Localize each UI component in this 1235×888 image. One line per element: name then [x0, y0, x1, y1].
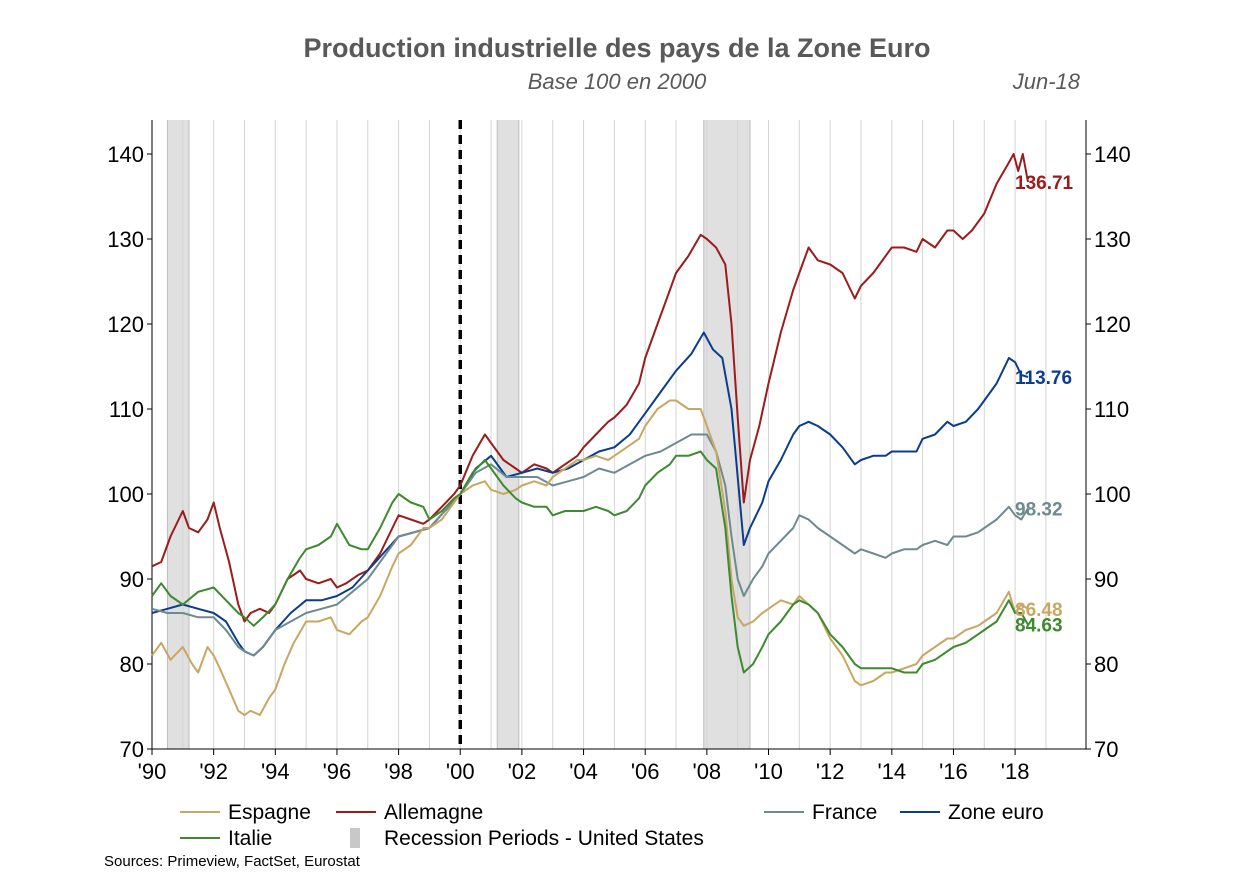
y-tick-label-right: 130 [1094, 227, 1131, 252]
y-tick-label-right: 110 [1094, 397, 1129, 422]
legend-label-zone-euro: Zone euro [948, 801, 1044, 824]
legend-swatch-recession-periods-united-states [350, 828, 360, 848]
series-line-zone-euro [151, 331, 1029, 657]
end-label-espagne: 86.48 [1015, 600, 1063, 621]
end-label-zone-euro: 113.76 [1015, 368, 1072, 389]
y-tick-label-right: 80 [1094, 652, 1118, 677]
legend-label-italie: Italie [228, 827, 272, 850]
legend: Espagne Allemagne France Zone euro Italie Rec… [180, 801, 1044, 850]
x-tick-label: '18 [1001, 759, 1030, 784]
end-label-france: 98.32 [1015, 499, 1063, 520]
series-lines [151, 153, 1029, 716]
y-tick-label-right: 70 [1094, 737, 1118, 762]
series-line-espagne [151, 399, 1029, 716]
y-tick-label-left: 130 [107, 227, 144, 252]
x-tick-label: '02 [508, 759, 537, 784]
y-tick-label-left: 70 [120, 737, 144, 762]
x-tick-label: '06 [631, 759, 660, 784]
series-line-italie [151, 450, 1029, 674]
legend-label-allemagne: Allemagne [384, 801, 483, 824]
y-tick-label-left: 120 [107, 312, 144, 337]
series-line-france [151, 433, 1029, 657]
y-tick-label-left: 100 [107, 482, 144, 507]
vertical-gridlines [151, 120, 1047, 749]
y-tick-label-right: 120 [1094, 312, 1131, 337]
y-tick-label-right: 100 [1094, 482, 1131, 507]
x-tick-label: '16 [939, 759, 968, 784]
y-tick-label-left: 110 [109, 397, 144, 422]
x-tick-label: '92 [199, 759, 228, 784]
y-tick-label-right: 140 [1094, 142, 1131, 167]
recession-band-2 [703, 120, 751, 749]
x-tick-label: '98 [384, 759, 413, 784]
y-tick-label-left: 90 [120, 567, 144, 592]
y-tick-label-left: 140 [107, 142, 144, 167]
chart-date-label: Jun-18 [1012, 69, 1081, 94]
legend-label-espagne: Espagne [228, 801, 311, 824]
end-label-italie: 84.63 [1015, 616, 1063, 637]
source-note: Sources: Primeview, FactSet, Eurostat [104, 853, 361, 870]
x-tick-label: '96 [323, 759, 352, 784]
chart-subtitle: Base 100 en 2000 [528, 69, 707, 94]
axes: 70 70 80 80 90 90 100 100 110 110 120 120 130 130 140 1… [107, 120, 1131, 784]
x-tick-label: '94 [261, 759, 290, 784]
x-tick-label: '00 [446, 759, 475, 784]
x-tick-label: '08 [693, 759, 722, 784]
recession-band-1 [497, 120, 519, 749]
end-label-allemagne: 136.71 [1015, 173, 1074, 194]
recession-band-0 [167, 120, 189, 749]
legend-label-recession-periods-united-states: Recession Periods - United States [384, 827, 704, 850]
chart-title: Production industrielle des pays de la Z… [303, 33, 930, 63]
legend-label-france: France [812, 801, 877, 824]
x-tick-label: '90 [138, 759, 167, 784]
recession-bands [166, 120, 751, 749]
x-tick-label: '14 [877, 759, 906, 784]
y-tick-label-right: 90 [1094, 567, 1118, 592]
y-tick-label-left: 80 [120, 652, 144, 677]
x-tick-label: '12 [816, 759, 845, 784]
x-tick-label: '04 [569, 759, 598, 784]
x-tick-label: '10 [754, 759, 783, 784]
